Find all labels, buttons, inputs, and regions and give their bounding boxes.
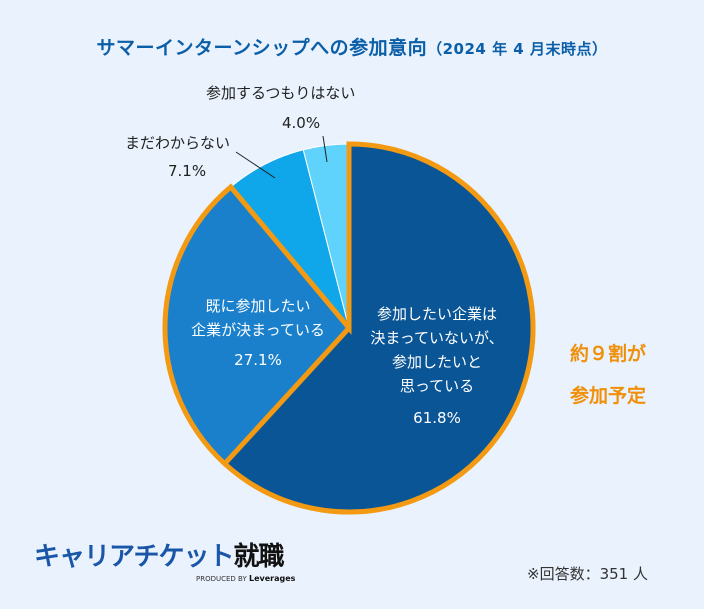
logo-brand: キャリアチケット — [34, 542, 234, 572]
logo-produced: PRODUCED BY Leverages — [196, 574, 295, 583]
leader-line-2 — [235, 151, 276, 179]
slice-2-label: まだわからない — [125, 134, 231, 152]
slice-1-line: 企業が決まっている — [191, 321, 325, 339]
slice-3-value: 4.0% — [282, 114, 321, 132]
slice-0-line: 参加したいと — [391, 353, 482, 371]
logo-suffix: 就職 — [233, 542, 284, 572]
callout: 約９割が 参加予定 — [548, 333, 668, 417]
logo: キャリアチケット就職 — [34, 536, 285, 573]
respondents-note: ※回答数：351 人 — [527, 565, 648, 583]
slice-1-value: 27.1% — [234, 351, 282, 369]
slice-2-value: 7.1% — [168, 162, 207, 180]
slice-label-1: 既に参加したい 企業が決まっている 27.1% — [168, 294, 348, 372]
produced-by: PRODUCED BY — [196, 575, 247, 583]
slice-label-0: 参加したい企業は 決まっていないが、 参加したいと 思っている 61.8% — [362, 302, 512, 430]
callout-line: 参加予定 — [569, 385, 646, 407]
slice-0-line: 決まっていないが、 — [370, 329, 504, 347]
chart-title: サマーインターンシップへの参加意向（2024 年 4 月末時点） — [0, 33, 704, 60]
title-sub: （2024 年 4 月末時点） — [427, 40, 608, 58]
slice-0-line: 思っている — [399, 377, 475, 395]
slice-0-line: 参加したい企業は — [376, 305, 497, 323]
callout-line: 約９割が — [569, 343, 646, 365]
slice-1-line: 既に参加したい — [205, 297, 311, 315]
company-name: Leverages — [248, 574, 296, 583]
highlight-outline — [162, 141, 536, 515]
highlight-divider — [222, 326, 351, 466]
title-main: サマーインターンシップへの参加意向 — [96, 37, 428, 59]
slice-0-value: 61.8% — [413, 409, 461, 427]
leader-line-3 — [322, 135, 328, 163]
slice-3-label: 参加するつもりはない — [206, 84, 356, 102]
